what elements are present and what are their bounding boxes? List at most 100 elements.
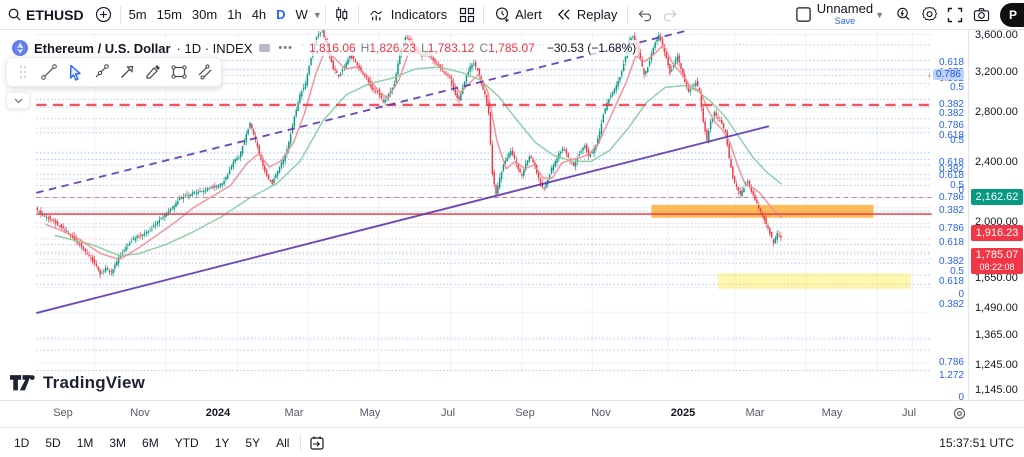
trend-line-tool-button[interactable] — [37, 60, 61, 84]
time-axis-label: Sep — [515, 407, 535, 419]
publish-label: P — [1009, 7, 1018, 22]
timeframe-button-1h[interactable]: 1h — [227, 7, 242, 22]
layout-name-button[interactable]: Unnamed Save — [816, 0, 874, 27]
drag-handle[interactable] — [11, 60, 35, 84]
timeframe-button-W[interactable]: W — [295, 7, 308, 22]
legend-ohlc: 1,816.06 H1,826.23 L1,783.12 C1,785.07 — [305, 40, 538, 56]
compare-add-button[interactable] — [91, 2, 117, 28]
visibility-icon[interactable] — [258, 42, 272, 54]
arrow-tool-button[interactable] — [115, 60, 139, 84]
time-axis-label: Jul — [440, 407, 456, 419]
separator — [300, 433, 302, 452]
timeframe-button-4h[interactable]: 4h — [251, 7, 267, 22]
legend-symbol-title: Ethereum / U.S. Dollar — [34, 40, 171, 56]
price-axis[interactable]: 3,600.00 3,200.00 2,800.00 2,400.00 2,000.00… — [968, 29, 1024, 400]
undo-button[interactable] — [631, 2, 657, 28]
gear-small-icon — [953, 407, 966, 420]
redo-icon — [663, 9, 677, 21]
timeframe-button-30m[interactable]: 30m — [191, 7, 218, 22]
legend-symbol-meta: · 1D · INDEX — [176, 40, 253, 56]
ray-tool-button[interactable] — [89, 60, 113, 84]
symbol-search-button[interactable]: ETHUSD — [0, 2, 91, 28]
publish-button[interactable]: P — [1000, 2, 1024, 27]
range-button-5Y[interactable]: 5Y — [245, 435, 261, 450]
price-axis-label: 2,400.00 — [975, 156, 1018, 168]
ohlc-value: C1,785.07 — [479, 41, 535, 55]
alert-button[interactable]: Alert — [487, 2, 549, 28]
clock-utc[interactable]: 15:37:51 UTC — [939, 435, 1014, 450]
chart-area[interactable]: Ethereum / U.S. Dollar · 1D · INDEX ••• … — [0, 29, 1024, 403]
ohlc-value: 1,816.06 — [308, 41, 356, 55]
price-axis-label: 1,365.00 — [975, 329, 1018, 341]
price-axis-label: 1,490.00 — [975, 302, 1018, 314]
timeframe-button-15m[interactable]: 15m — [156, 7, 182, 22]
rectangle-tool-button[interactable] — [167, 60, 191, 84]
time-axis-label: 2025 — [670, 407, 696, 419]
fullscreen-icon — [947, 7, 963, 22]
watermark-label: TradingView — [43, 373, 146, 392]
range-button-1M[interactable]: 1M — [76, 435, 94, 450]
replay-label: Replay — [576, 7, 618, 22]
range-button-5D[interactable]: 5D — [45, 435, 61, 450]
replay-button[interactable]: Replay — [549, 2, 624, 28]
legend-collapse-button[interactable] — [6, 92, 30, 109]
last-price-value: 1,785.07 — [975, 249, 1019, 261]
time-axis-settings[interactable] — [952, 406, 972, 424]
layout-select-button[interactable] — [791, 2, 817, 28]
legend-symbol-row[interactable]: Ethereum / U.S. Dollar · 1D · INDEX ••• — [8, 38, 300, 58]
time-axis-label: Jul — [901, 407, 917, 419]
time-axis[interactable]: Sep Nov 2024 Mar May Jul Sep Nov 2025 Mar May Jul — [0, 400, 1024, 427]
time-axis-label: 2024 — [205, 407, 231, 419]
legend-more-icon[interactable]: ••• — [278, 42, 293, 54]
range-button-6M[interactable]: 6M — [142, 435, 159, 450]
range-button-1Y[interactable]: 1Y — [214, 435, 230, 450]
tradingview-watermark: TradingView — [10, 373, 145, 393]
timeframe-button-D[interactable]: D — [276, 7, 286, 22]
top-toolbar: ETHUSD 5m 15m 30m 1h 4h D W ▼ Indicators Alert… — [0, 0, 1024, 30]
highlight-zone — [718, 273, 911, 289]
save-label[interactable]: Save — [834, 15, 856, 26]
quick-search-button[interactable] — [890, 2, 916, 28]
ethereum-logo-icon — [12, 40, 28, 56]
redo-button[interactable] — [657, 2, 683, 28]
time-axis-label: May — [359, 407, 381, 419]
cursor-tool-button[interactable] — [63, 60, 87, 84]
indicators-icon — [370, 10, 382, 20]
layout-name-label: Unnamed — [816, 0, 874, 16]
goto-date-button[interactable] — [304, 430, 330, 456]
timeframes-chevron-icon[interactable]: ▼ — [312, 9, 322, 20]
camera-icon — [973, 8, 989, 22]
parallel-channel-tool-button[interactable] — [193, 60, 217, 84]
screenshot-button[interactable] — [968, 2, 994, 28]
separator — [357, 5, 359, 24]
timeframe-row: 5m 15m 30m 1h 4h D W — [124, 7, 313, 22]
undo-icon — [638, 9, 651, 21]
ohlc-value: L1,783.12 — [421, 41, 475, 55]
indicator-templates-button[interactable] — [454, 2, 480, 28]
last-price-badge: 1,785.07 08:22:08 — [971, 248, 1023, 274]
price-axis-label: 1,650.00 — [975, 272, 1018, 284]
layout-chevron-icon[interactable]: ▼ — [875, 9, 884, 20]
settings-button[interactable] — [916, 2, 942, 28]
fullscreen-button[interactable] — [942, 2, 968, 28]
separator — [119, 5, 121, 24]
time-axis-label: Nov — [130, 407, 150, 419]
range-button-1D[interactable]: 1D — [14, 435, 30, 450]
range-button-YTD[interactable]: YTD — [174, 435, 199, 450]
price-chart-canvas[interactable] — [0, 30, 968, 400]
ohlc-value: H1,826.23 — [360, 41, 417, 55]
price-axis-label: 1,245.00 — [975, 359, 1018, 371]
range-button-All[interactable]: All — [276, 435, 290, 450]
parallel-channel-icon — [198, 64, 212, 80]
layout-square-icon — [796, 7, 811, 22]
ray-line-icon — [95, 64, 109, 78]
timeframe-button-5m[interactable]: 5m — [128, 7, 147, 22]
brush-tool-button[interactable] — [141, 60, 165, 84]
indicators-button[interactable]: Indicators — [362, 2, 454, 28]
chart-style-button[interactable] — [329, 2, 355, 28]
range-button-3M[interactable]: 3M — [109, 435, 127, 450]
price-axis-label: 3,600.00 — [975, 29, 1018, 41]
time-axis-label: May — [821, 407, 843, 419]
candlestick-icon — [336, 6, 348, 22]
time-axis-label: Mar — [284, 407, 304, 419]
